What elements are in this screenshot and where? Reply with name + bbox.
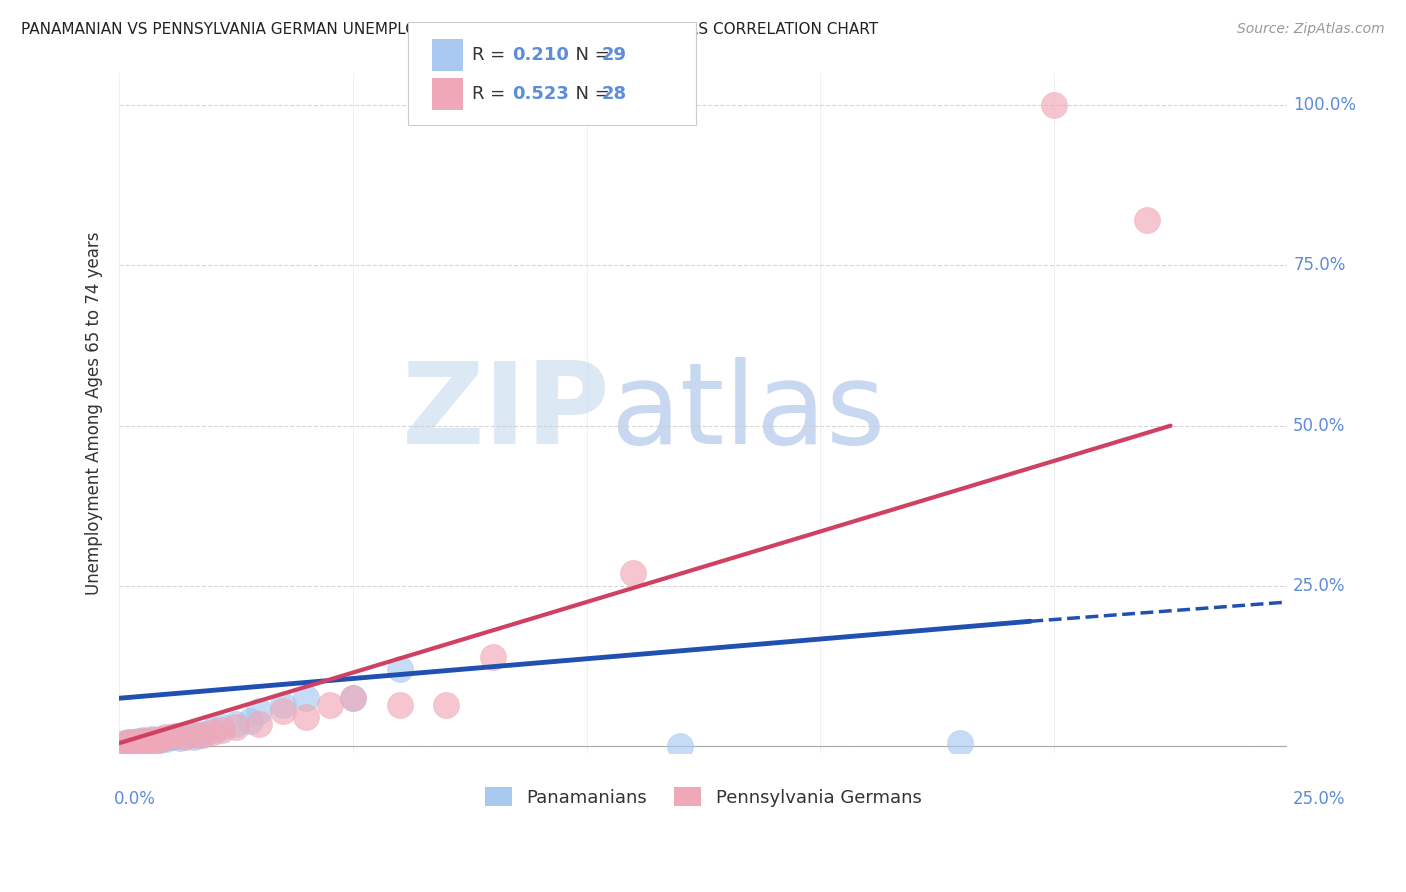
Point (155, 731, 177, 746)
Point (388, 662, 411, 676)
Point (179, 728, 201, 742)
Point (669, 739, 692, 754)
Point (295, 691, 318, 706)
Point (141, 733, 163, 747)
Point (225, 717, 247, 731)
Point (482, 649, 505, 664)
Point (225, 720, 247, 734)
Text: PANAMANIAN VS PENNSYLVANIA GERMAN UNEMPLOYMENT AMONG AGES 65 TO 74 YEARS CORRELA: PANAMANIAN VS PENNSYLVANIA GERMAN UNEMPL… (21, 22, 879, 37)
Point (173, 730, 195, 744)
Text: atlas: atlas (610, 358, 886, 468)
Text: 28: 28 (602, 86, 627, 103)
Point (136, 733, 159, 747)
Point (122, 736, 145, 750)
Point (141, 731, 163, 746)
Text: ZIP: ZIP (401, 358, 610, 468)
Point (165, 730, 187, 744)
Point (122, 735, 145, 749)
Point (112, 736, 135, 750)
Point (249, 704, 271, 718)
Point (145, 733, 167, 747)
Point (211, 720, 233, 734)
Point (271, 698, 294, 712)
Point (169, 731, 191, 745)
Point (201, 725, 224, 739)
Point (136, 733, 159, 747)
Point (127, 734, 149, 748)
Text: 100.0%: 100.0% (1294, 96, 1357, 114)
Point (131, 733, 153, 747)
Point (388, 698, 411, 712)
Point (295, 710, 318, 724)
Text: R =: R = (472, 45, 512, 64)
Point (117, 735, 139, 749)
Point (112, 737, 135, 751)
Point (1136, 213, 1159, 227)
Point (150, 731, 173, 746)
Point (211, 723, 233, 738)
Point (173, 729, 195, 743)
Point (155, 731, 177, 745)
Text: 0.210: 0.210 (512, 45, 568, 64)
Point (949, 736, 972, 750)
Point (239, 714, 262, 728)
Point (159, 731, 181, 745)
Point (165, 729, 187, 743)
Text: 50.0%: 50.0% (1294, 417, 1346, 434)
Point (342, 691, 364, 706)
Text: R =: R = (472, 86, 512, 103)
Text: N =: N = (564, 86, 616, 103)
Text: 0.0%: 0.0% (114, 790, 155, 808)
Point (150, 732, 173, 747)
Point (193, 726, 215, 740)
Text: 0.523: 0.523 (512, 86, 568, 103)
Y-axis label: Unemployment Among Ages 65 to 74 years: Unemployment Among Ages 65 to 74 years (86, 231, 103, 595)
Point (1042, 98, 1064, 112)
Point (131, 734, 153, 748)
Legend: Panamanians, Pennsylvania Germans: Panamanians, Pennsylvania Germans (478, 780, 929, 814)
Point (271, 704, 294, 718)
Point (249, 717, 271, 731)
Text: 29: 29 (602, 45, 627, 64)
Point (117, 735, 139, 749)
Text: 75.0%: 75.0% (1294, 256, 1346, 275)
Point (183, 728, 205, 742)
Text: 25.0%: 25.0% (1294, 577, 1346, 595)
Point (342, 691, 364, 706)
Point (187, 728, 209, 742)
Point (201, 723, 224, 738)
Point (621, 566, 644, 581)
Point (127, 735, 149, 749)
Point (183, 730, 205, 744)
Point (318, 698, 340, 712)
Point (193, 728, 215, 742)
Text: Source: ZipAtlas.com: Source: ZipAtlas.com (1237, 22, 1385, 37)
Point (434, 698, 457, 712)
Text: N =: N = (564, 45, 616, 64)
Point (145, 734, 167, 748)
Text: 25.0%: 25.0% (1294, 790, 1346, 808)
